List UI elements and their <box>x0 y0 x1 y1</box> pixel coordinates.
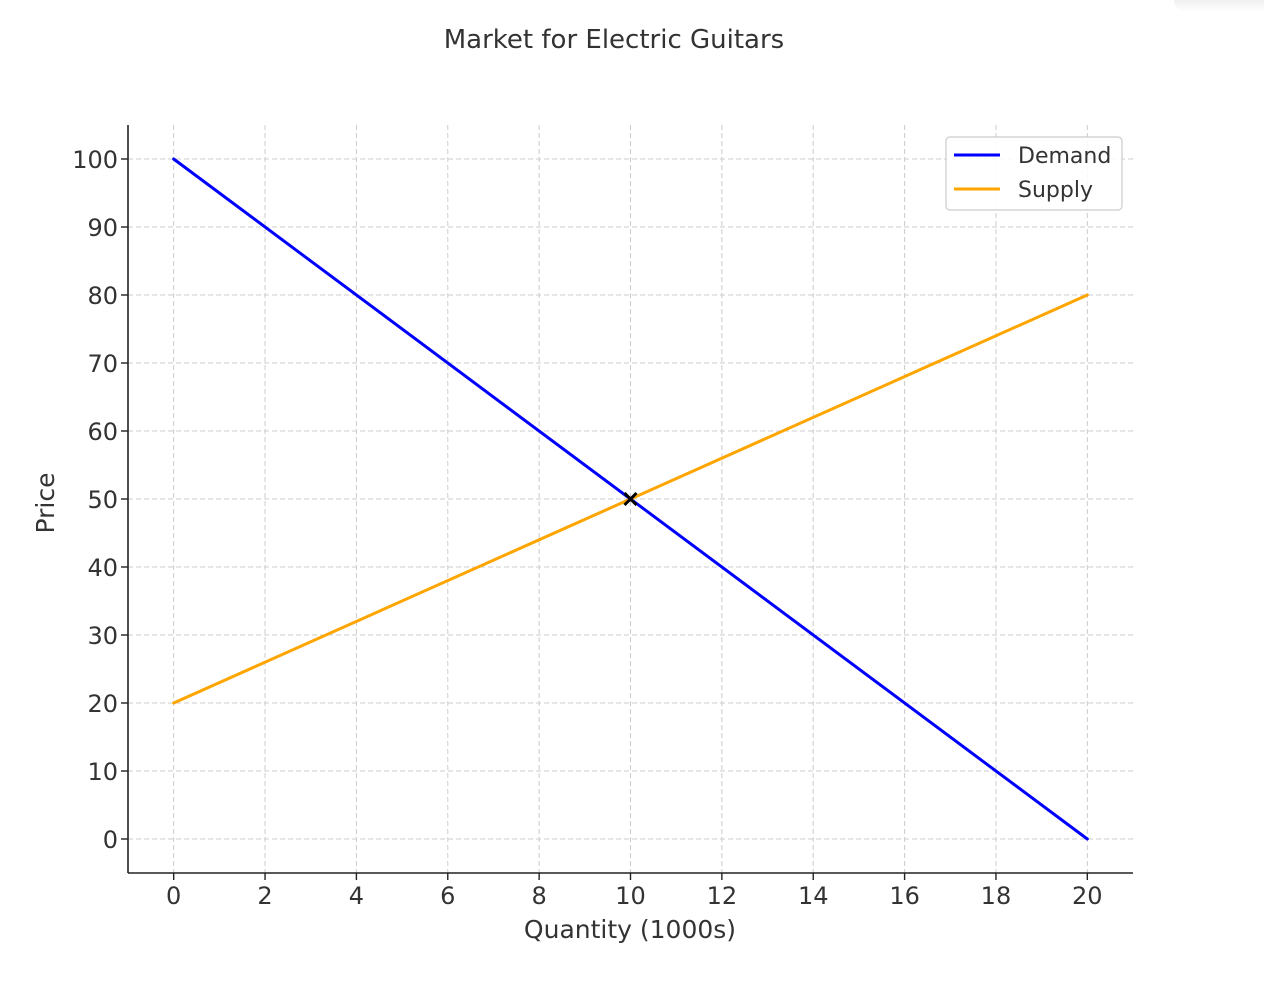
x-axis-label: Quantity (1000s) <box>524 915 736 944</box>
y-tick-label: 20 <box>87 690 118 718</box>
x-tick-label: 16 <box>889 882 920 910</box>
axes <box>121 125 1133 880</box>
y-tick-label: 40 <box>87 554 118 582</box>
y-tick-label: 50 <box>87 486 118 514</box>
x-tick-label: 2 <box>257 882 272 910</box>
tick-labels: 0 2 4 6 8 10 12 14 16 18 20 0 10 20 30 40 50 60 70 80 90 100 <box>72 146 1102 910</box>
x-tick-label: 10 <box>615 882 646 910</box>
x-tick-label: 18 <box>981 882 1012 910</box>
y-tick-label: 30 <box>87 622 118 650</box>
y-tick-label: 60 <box>87 418 118 446</box>
legend-label-demand: Demand <box>1018 144 1111 169</box>
x-tick-label: 8 <box>531 882 546 910</box>
grid <box>128 125 1133 873</box>
y-axis-label: Price <box>31 473 60 534</box>
y-tick-label: 10 <box>87 758 118 786</box>
marker-stroke <box>623 491 638 507</box>
chart-title: Market for Electric Guitars <box>444 25 784 55</box>
y-tick-label: 80 <box>87 282 118 310</box>
x-tick-label: 12 <box>707 882 738 910</box>
equilibrium-markers <box>623 491 638 507</box>
window-corner-shadow <box>1174 0 1264 12</box>
x-tick-label: 6 <box>440 882 455 910</box>
x-tick-label: 20 <box>1072 882 1103 910</box>
y-tick-label: 90 <box>87 214 118 242</box>
y-tick-label: 100 <box>72 146 118 174</box>
equilibrium-marker <box>623 491 638 507</box>
x-tick-label: 4 <box>349 882 364 910</box>
x-tick-label: 0 <box>166 882 181 910</box>
legend: Demand Supply <box>945 136 1123 211</box>
y-tick-label: 70 <box>87 350 118 378</box>
legend-label-supply: Supply <box>1018 178 1093 203</box>
x-tick-label: 14 <box>798 882 829 910</box>
y-tick-label: 0 <box>103 826 118 854</box>
